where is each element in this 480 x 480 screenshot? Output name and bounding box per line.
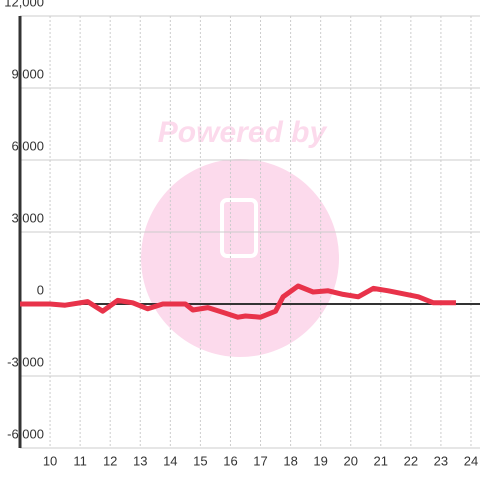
- y-tick-label: -3,000: [7, 354, 44, 369]
- y-tick-label: 9,000: [11, 66, 44, 81]
- x-tick-label: 19: [313, 453, 327, 468]
- x-tick-label: 22: [404, 453, 418, 468]
- x-tick-label: 11: [73, 453, 87, 468]
- y-tick-label: 0: [37, 282, 44, 297]
- y-tick-label: -6,000: [7, 426, 44, 441]
- data-line: [20, 283, 456, 320]
- x-tick-label: 13: [133, 453, 147, 468]
- plot: 10 11 12 13 14 15 16 17 18 19 20 21 22 23 24 -6,000 -3,0…: [4, 0, 480, 468]
- x-tick-label: 12: [103, 453, 117, 468]
- y-tick-label: 6,000: [11, 138, 44, 153]
- y-tick-label: 3,000: [11, 210, 44, 225]
- x-tick-label: 20: [343, 453, 357, 468]
- watermark-icon: [220, 198, 258, 258]
- x-tick-label: 18: [283, 453, 297, 468]
- x-tick-label: 10: [43, 453, 57, 468]
- x-tick-label: 17: [253, 453, 267, 468]
- x-tick-label: 23: [434, 453, 448, 468]
- x-tick-label: 24: [464, 453, 478, 468]
- y-tick-label: 12,000: [4, 0, 44, 9]
- watermark-text: Powered by: [158, 116, 328, 149]
- x-tick-label: 14: [163, 453, 177, 468]
- x-tick-label: 16: [223, 453, 237, 468]
- x-tick-label: 15: [193, 453, 207, 468]
- x-tick-label: 21: [374, 453, 388, 468]
